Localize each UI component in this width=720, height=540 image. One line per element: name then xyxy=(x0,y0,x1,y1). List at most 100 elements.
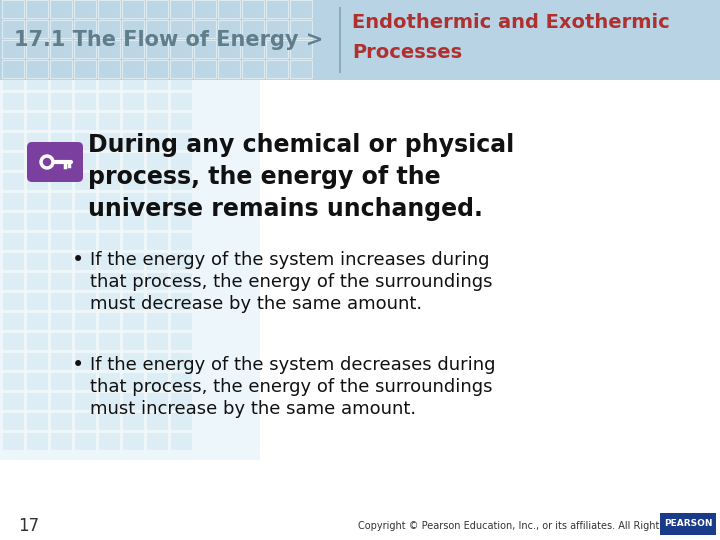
FancyBboxPatch shape xyxy=(2,172,24,190)
FancyBboxPatch shape xyxy=(26,432,48,450)
FancyBboxPatch shape xyxy=(98,40,120,58)
FancyBboxPatch shape xyxy=(146,152,168,170)
FancyBboxPatch shape xyxy=(26,60,48,78)
FancyBboxPatch shape xyxy=(98,272,120,290)
Text: If the energy of the system decreases during: If the energy of the system decreases du… xyxy=(90,356,495,374)
FancyBboxPatch shape xyxy=(50,172,72,190)
FancyBboxPatch shape xyxy=(266,60,288,78)
FancyBboxPatch shape xyxy=(74,412,96,430)
FancyBboxPatch shape xyxy=(2,332,24,350)
FancyBboxPatch shape xyxy=(146,292,168,310)
FancyBboxPatch shape xyxy=(50,92,72,110)
FancyBboxPatch shape xyxy=(170,92,192,110)
Text: Processes: Processes xyxy=(352,43,462,62)
FancyBboxPatch shape xyxy=(122,292,144,310)
FancyBboxPatch shape xyxy=(242,40,264,58)
FancyBboxPatch shape xyxy=(170,40,192,58)
FancyBboxPatch shape xyxy=(122,332,144,350)
FancyBboxPatch shape xyxy=(122,352,144,370)
Text: Copyright © Pearson Education, Inc., or its affiliates. All Rights Reserved.: Copyright © Pearson Education, Inc., or … xyxy=(358,521,716,531)
Text: universe remains unchanged.: universe remains unchanged. xyxy=(88,197,483,221)
FancyBboxPatch shape xyxy=(122,252,144,270)
FancyBboxPatch shape xyxy=(74,40,96,58)
FancyBboxPatch shape xyxy=(170,332,192,350)
FancyBboxPatch shape xyxy=(266,20,288,38)
FancyBboxPatch shape xyxy=(122,72,144,90)
FancyBboxPatch shape xyxy=(146,432,168,450)
FancyBboxPatch shape xyxy=(98,212,120,230)
FancyBboxPatch shape xyxy=(170,60,192,78)
FancyBboxPatch shape xyxy=(218,20,240,38)
Text: PEARSON: PEARSON xyxy=(664,519,712,529)
FancyBboxPatch shape xyxy=(74,20,96,38)
FancyBboxPatch shape xyxy=(2,272,24,290)
FancyBboxPatch shape xyxy=(122,212,144,230)
FancyBboxPatch shape xyxy=(194,20,216,38)
FancyBboxPatch shape xyxy=(50,392,72,410)
Text: 17.1 The Flow of Energy >: 17.1 The Flow of Energy > xyxy=(14,30,323,50)
FancyBboxPatch shape xyxy=(194,0,216,18)
FancyBboxPatch shape xyxy=(146,312,168,330)
FancyBboxPatch shape xyxy=(122,172,144,190)
FancyBboxPatch shape xyxy=(146,132,168,150)
FancyBboxPatch shape xyxy=(170,152,192,170)
FancyBboxPatch shape xyxy=(2,372,24,390)
FancyBboxPatch shape xyxy=(50,412,72,430)
Text: process, the energy of the: process, the energy of the xyxy=(88,165,441,189)
FancyBboxPatch shape xyxy=(290,40,312,58)
FancyBboxPatch shape xyxy=(98,152,120,170)
FancyBboxPatch shape xyxy=(122,372,144,390)
FancyBboxPatch shape xyxy=(2,20,24,38)
FancyBboxPatch shape xyxy=(218,40,240,58)
FancyBboxPatch shape xyxy=(26,312,48,330)
FancyBboxPatch shape xyxy=(26,272,48,290)
FancyBboxPatch shape xyxy=(218,0,240,18)
FancyBboxPatch shape xyxy=(170,232,192,250)
FancyBboxPatch shape xyxy=(266,0,288,18)
FancyBboxPatch shape xyxy=(98,60,120,78)
FancyBboxPatch shape xyxy=(26,132,48,150)
FancyBboxPatch shape xyxy=(26,172,48,190)
FancyBboxPatch shape xyxy=(2,212,24,230)
FancyBboxPatch shape xyxy=(170,172,192,190)
FancyBboxPatch shape xyxy=(0,60,260,460)
FancyBboxPatch shape xyxy=(50,312,72,330)
FancyBboxPatch shape xyxy=(122,392,144,410)
Text: Endothermic and Exothermic: Endothermic and Exothermic xyxy=(352,12,670,31)
Text: that process, the energy of the surroundings: that process, the energy of the surround… xyxy=(90,378,492,396)
FancyBboxPatch shape xyxy=(242,20,264,38)
FancyBboxPatch shape xyxy=(2,112,24,130)
FancyBboxPatch shape xyxy=(170,252,192,270)
FancyBboxPatch shape xyxy=(74,212,96,230)
FancyBboxPatch shape xyxy=(26,412,48,430)
FancyBboxPatch shape xyxy=(26,352,48,370)
FancyBboxPatch shape xyxy=(170,192,192,210)
FancyBboxPatch shape xyxy=(122,40,144,58)
FancyBboxPatch shape xyxy=(146,112,168,130)
FancyBboxPatch shape xyxy=(146,0,168,18)
FancyBboxPatch shape xyxy=(98,332,120,350)
FancyBboxPatch shape xyxy=(122,60,144,78)
FancyBboxPatch shape xyxy=(50,20,72,38)
FancyBboxPatch shape xyxy=(146,20,168,38)
FancyBboxPatch shape xyxy=(50,0,72,18)
FancyBboxPatch shape xyxy=(218,60,240,78)
FancyBboxPatch shape xyxy=(26,232,48,250)
FancyBboxPatch shape xyxy=(26,0,48,18)
FancyBboxPatch shape xyxy=(2,312,24,330)
FancyBboxPatch shape xyxy=(98,292,120,310)
FancyBboxPatch shape xyxy=(2,252,24,270)
FancyBboxPatch shape xyxy=(74,312,96,330)
FancyBboxPatch shape xyxy=(74,372,96,390)
FancyBboxPatch shape xyxy=(2,0,24,18)
FancyBboxPatch shape xyxy=(2,132,24,150)
FancyBboxPatch shape xyxy=(146,60,168,78)
FancyBboxPatch shape xyxy=(122,272,144,290)
FancyBboxPatch shape xyxy=(170,212,192,230)
FancyBboxPatch shape xyxy=(74,392,96,410)
FancyBboxPatch shape xyxy=(146,192,168,210)
FancyBboxPatch shape xyxy=(74,292,96,310)
FancyBboxPatch shape xyxy=(98,112,120,130)
FancyBboxPatch shape xyxy=(146,72,168,90)
FancyBboxPatch shape xyxy=(98,92,120,110)
